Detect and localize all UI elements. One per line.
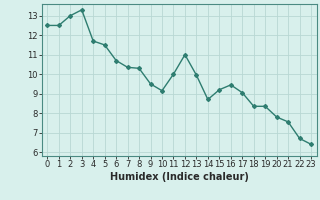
X-axis label: Humidex (Indice chaleur): Humidex (Indice chaleur) [110,172,249,182]
